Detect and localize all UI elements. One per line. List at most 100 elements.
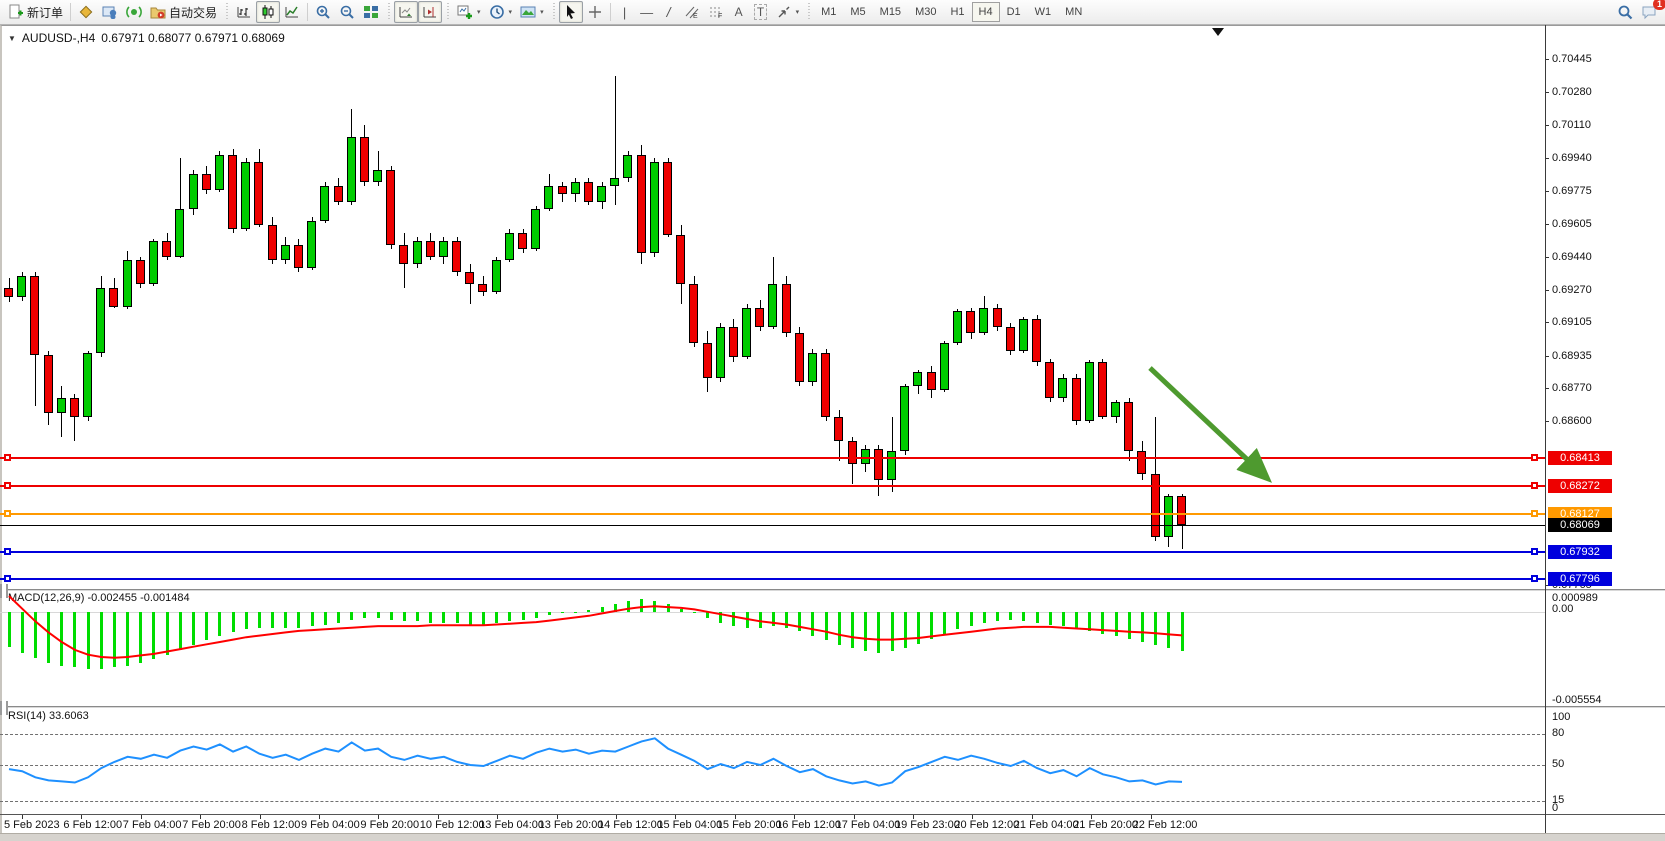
macd-histogram-bar xyxy=(350,611,354,620)
chart-shift-end-marker[interactable] xyxy=(1212,28,1224,36)
splitter-grip[interactable] xyxy=(0,701,8,715)
horizontal-line-0.68127[interactable] xyxy=(0,513,1545,516)
search-button[interactable] xyxy=(1613,1,1637,23)
cursor-tool-button[interactable] xyxy=(558,1,583,23)
pane-splitter-macd[interactable] xyxy=(0,584,1665,598)
time-axis-label: 9 Feb 04:00 xyxy=(301,819,360,831)
horizontal-line-0.67796[interactable] xyxy=(0,577,1545,580)
timeframe-m5[interactable]: M5 xyxy=(850,6,866,18)
toolbar-gripper[interactable] xyxy=(445,3,451,21)
trendline-tool-button[interactable]: / xyxy=(658,1,680,23)
timeframe-d1[interactable]: D1 xyxy=(1006,6,1021,18)
time-axis-label: 10 Feb 12:00 xyxy=(419,819,485,831)
axis-price-label: 0.67796 xyxy=(1548,571,1612,586)
bar-chart-mode-button[interactable] xyxy=(232,1,256,23)
timeframe-mn[interactable]: MN xyxy=(1065,6,1083,18)
horizontal-line-0.68069[interactable] xyxy=(0,524,1545,526)
hline-drag-handle[interactable] xyxy=(1531,510,1538,518)
notifications-button[interactable]: 1 xyxy=(1637,0,1665,23)
pane-splitter-rsi[interactable] xyxy=(0,701,1665,715)
price-tick-mark xyxy=(1545,91,1549,93)
price-tick-mark xyxy=(1545,585,1549,587)
timeframe-h1[interactable]: H1 xyxy=(950,6,965,18)
horizontal-line-0.67932[interactable] xyxy=(0,551,1545,554)
timeframe-w1[interactable]: W1 xyxy=(1034,6,1052,18)
macd-histogram-bar xyxy=(798,611,802,631)
candle xyxy=(873,448,883,481)
candle xyxy=(1018,319,1028,351)
zoom-out-button[interactable] xyxy=(335,1,359,23)
macd-histogram-bar xyxy=(60,611,64,666)
macd-histogram-bar xyxy=(416,611,420,622)
channel-tool-button[interactable]: E xyxy=(680,1,704,23)
time-axis-tick xyxy=(378,815,380,819)
macd-histogram-bar xyxy=(521,611,525,620)
timeframe-m30[interactable]: M30 xyxy=(915,6,937,18)
text-label-tool-button[interactable]: T xyxy=(750,1,772,23)
vline-tool-button[interactable]: | xyxy=(614,1,636,23)
macd-histogram-bar xyxy=(231,611,235,633)
timeframe-m15[interactable]: M15 xyxy=(879,6,902,18)
hline-drag-handle[interactable] xyxy=(4,481,11,489)
tile-windows-button[interactable] xyxy=(359,1,383,23)
templates-dropdown[interactable]: ▾ xyxy=(516,1,548,23)
auto-scroll-button[interactable] xyxy=(394,1,419,23)
hline-drag-handle[interactable] xyxy=(1531,453,1538,461)
fibonacci-icon: F xyxy=(709,7,722,20)
chart-window xyxy=(0,25,1665,841)
rsi-axis-label: 50 xyxy=(1552,758,1565,770)
macd-histogram-bar xyxy=(126,611,130,666)
hline-drag-handle[interactable] xyxy=(4,574,11,582)
macd-histogram-bar xyxy=(943,611,947,635)
hline-tool-button[interactable]: — xyxy=(636,1,658,23)
signals-button[interactable] xyxy=(122,1,146,23)
macd-histogram-bar xyxy=(851,611,855,649)
splitter-grip[interactable] xyxy=(0,584,8,598)
profile-button[interactable] xyxy=(98,1,122,23)
time-axis-label: 22 Feb 12:00 xyxy=(1132,819,1198,831)
macd-histogram-bar xyxy=(192,611,196,646)
toolbar-gripper[interactable] xyxy=(806,3,812,21)
horizontal-line-0.68413[interactable] xyxy=(0,456,1545,459)
horizontal-line-0.68272[interactable] xyxy=(0,484,1545,487)
chart-shift-button[interactable] xyxy=(418,1,443,23)
toolbar-gripper[interactable] xyxy=(386,3,392,21)
timeframe-m1[interactable]: M1 xyxy=(821,6,837,18)
zoom-in-button[interactable] xyxy=(311,1,335,23)
timeframe-h4[interactable]: H4 xyxy=(971,2,1000,22)
time-axis-tick xyxy=(497,815,499,819)
text-tool-button[interactable]: A xyxy=(728,1,750,23)
time-axis-tick xyxy=(675,815,677,819)
toolbar-gripper[interactable] xyxy=(224,3,230,21)
hline-drag-handle[interactable] xyxy=(4,510,11,518)
line-chart-mode-button[interactable] xyxy=(280,1,304,23)
candlestick-mode-button[interactable] xyxy=(256,1,281,23)
crosshair-tool-button[interactable] xyxy=(583,1,607,23)
candle xyxy=(755,307,765,328)
toolbar-gripper[interactable] xyxy=(550,3,556,21)
symbols-button[interactable] xyxy=(74,1,98,23)
hline-drag-handle[interactable] xyxy=(1531,481,1538,489)
hline-drag-handle[interactable] xyxy=(4,453,11,461)
macd-indicator-label: MACD(12,26,9) -0.002455 -0.001484 xyxy=(8,592,190,604)
candle-wick xyxy=(614,76,616,206)
hline-drag-handle[interactable] xyxy=(1531,574,1538,582)
candle xyxy=(900,385,910,451)
new-chart-dropdown[interactable]: ▾ xyxy=(453,1,485,23)
hline-drag-handle[interactable] xyxy=(1531,548,1538,556)
new-order-button[interactable]: 新订单 xyxy=(4,1,67,23)
hline-drag-handle[interactable] xyxy=(4,548,11,556)
one-click-trading-toggle[interactable]: ▼ xyxy=(8,33,16,43)
candle xyxy=(834,417,844,441)
candle xyxy=(557,185,567,194)
time-axis-label: 16 Feb 12:00 xyxy=(776,819,842,831)
candle xyxy=(781,283,791,333)
periods-dropdown[interactable]: ▾ xyxy=(485,1,517,23)
time-axis-label: 6 Feb 12:00 xyxy=(63,819,123,831)
macd-histogram-bar xyxy=(165,611,169,655)
candle xyxy=(860,448,870,465)
arrows-tool-dropdown[interactable]: ▾ xyxy=(772,1,804,23)
fibonacci-tool-button[interactable]: F xyxy=(704,1,728,23)
autotrading-button[interactable]: 自动交易 xyxy=(146,1,221,23)
